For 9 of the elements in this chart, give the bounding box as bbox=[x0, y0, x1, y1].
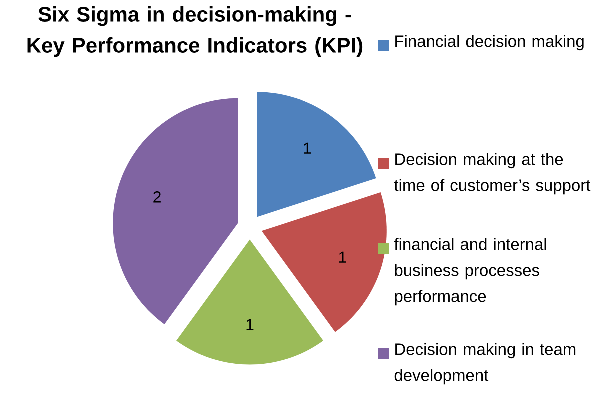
legend-label: Decision making in team development bbox=[394, 343, 576, 385]
chart-title: Six Sigma in decision-making - Key Performance Indicators (KPI) bbox=[28, 6, 363, 58]
legend-label: Financial decision making bbox=[396, 35, 584, 51]
data-label: 1 bbox=[304, 142, 311, 154]
data-label: 1 bbox=[246, 319, 254, 330]
data-label: 2 bbox=[154, 192, 161, 203]
data-label: 1 bbox=[340, 252, 346, 263]
legend-label: Decision making at the time of customer’s support bbox=[394, 153, 591, 195]
legend-label: financial and internal business processes performance bbox=[394, 238, 546, 306]
